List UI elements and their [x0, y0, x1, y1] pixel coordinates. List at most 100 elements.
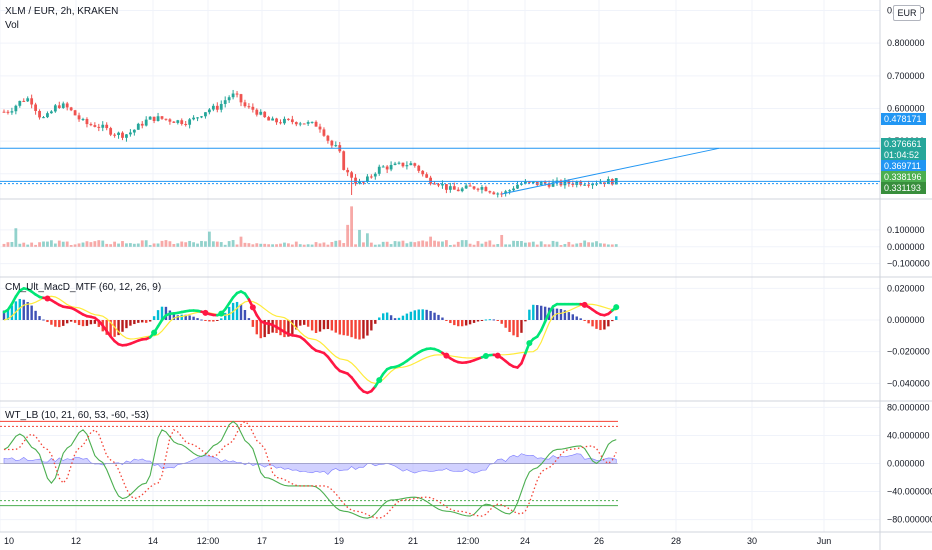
macd-histogram-bar-37	[148, 320, 152, 322]
macd-histogram-bar-42	[168, 310, 172, 320]
candle-body-96	[381, 166, 385, 168]
volume-bar-134	[531, 241, 535, 247]
candle-body-73	[290, 119, 294, 123]
time-axis-tick-6: 21	[408, 536, 418, 546]
candle-body-30	[121, 132, 124, 138]
volume-bar-100	[397, 241, 401, 247]
macd-histogram-bar-139	[551, 308, 555, 320]
macd-histogram-bar-52	[208, 320, 211, 322]
candle-body-69	[275, 118, 278, 123]
macd-histogram-bar-75	[299, 320, 302, 326]
candle-body-124	[492, 192, 496, 195]
macd-histogram-bar-44	[176, 315, 179, 320]
macd-histogram-bar-77	[306, 320, 310, 327]
macd-histogram-bar-149	[591, 320, 594, 327]
macd-histogram-bar-153	[607, 320, 610, 327]
macd-histogram-bar-141	[559, 309, 563, 320]
volume-bar-145	[575, 243, 579, 247]
volume-bar-90	[358, 229, 361, 247]
candle-body-29	[117, 132, 120, 136]
macd-histogram-bar-127	[504, 320, 507, 328]
volume-bar-65	[259, 243, 263, 247]
macd-histogram-bar-18	[73, 320, 77, 323]
indicator-price-tag-1: 0.338196	[881, 171, 926, 183]
volume-bar-55	[219, 242, 223, 247]
macd-histogram-bar-143	[567, 312, 571, 320]
wt-axis-tick-0: 80.000000	[887, 402, 930, 412]
volume-bar-23	[93, 241, 97, 247]
macd-histogram-bar-4	[18, 298, 21, 320]
time-axis-tick-9: 26	[594, 536, 604, 546]
macd-histogram-bar-107	[425, 309, 428, 320]
macd-histogram-bar-111	[441, 317, 444, 320]
candle-body-82	[326, 135, 330, 141]
candle-body-111	[441, 184, 444, 186]
macd-histogram-bar-17	[69, 320, 73, 322]
volume-bar-57	[227, 241, 231, 247]
candle-body-94	[373, 173, 377, 177]
candle-body-89	[354, 177, 357, 184]
macd-histogram-bar-146	[579, 318, 582, 320]
candle-body-149	[591, 183, 594, 186]
volume-bar-108	[429, 236, 432, 247]
volume-bar-149	[591, 242, 594, 247]
volume-bar-142	[563, 244, 567, 247]
candle-body-110	[437, 184, 440, 186]
volume-bar-131	[520, 241, 523, 247]
volume-bar-78	[310, 244, 314, 247]
macd-histogram-bar-119	[472, 320, 476, 323]
macd-histogram-bar-155	[615, 316, 618, 320]
volume-bar-151	[599, 243, 602, 247]
currency-selector[interactable]: EUR	[893, 5, 921, 21]
candle-body-33	[132, 129, 136, 133]
candle-body-34	[136, 123, 140, 130]
macd-histogram-bar-63	[251, 320, 255, 327]
volume-bar-7	[30, 242, 34, 247]
candle-body-103	[409, 163, 413, 166]
volume-bar-82	[326, 244, 330, 247]
candle-body-67	[267, 117, 271, 121]
candle-body-95	[377, 166, 381, 174]
macd-cross-dot-155	[613, 304, 620, 311]
macd-histogram-bar-16	[66, 320, 69, 324]
candle-body-120	[476, 188, 480, 190]
macd-histogram-bar-38	[152, 316, 156, 320]
macd-histogram-bar-21	[85, 320, 89, 326]
macd-histogram-bar-122	[484, 319, 488, 321]
candle-body-104	[413, 163, 417, 166]
volume-bar-31	[125, 243, 128, 247]
resistance-price-tag: 0.478171	[881, 113, 926, 125]
volume-bar-59	[235, 244, 239, 247]
macd-histogram-bar-31	[125, 320, 128, 329]
time-axis-tick-7: 12:00	[457, 536, 480, 546]
volume-axis-tick-0: 0.100000	[887, 225, 925, 235]
volume-bar-152	[603, 243, 606, 247]
candle-body-27	[109, 128, 113, 135]
macd-histogram-bar-34	[137, 320, 140, 323]
macd-histogram-bar-100	[397, 317, 401, 320]
candle-body-130	[516, 184, 519, 189]
volume-bar-96	[381, 241, 385, 247]
candle-body-75	[298, 123, 302, 125]
volume-bar-16	[65, 241, 69, 247]
macd-histogram-bar-134	[532, 304, 535, 320]
candle-body-106	[421, 170, 425, 175]
candle-body-50	[200, 116, 203, 118]
candle-body-118	[468, 185, 472, 187]
candle-body-152	[603, 182, 606, 184]
macd-histogram-bar-120	[476, 320, 480, 322]
macd-histogram-bar-131	[520, 320, 523, 333]
volume-bar-154	[610, 244, 614, 247]
macd-line-segment-64	[251, 306, 259, 317]
macd-indicator-label[interactable]: CM_Ult_MacD_MTF (60, 12, 26, 9)	[5, 282, 162, 293]
volume-bar-74	[294, 241, 298, 247]
wavetrend-indicator-label[interactable]: WT_LB (10, 21, 60, 53, -60, -53)	[5, 410, 149, 421]
macd-histogram-bar-90	[358, 320, 361, 340]
volume-bar-94	[373, 244, 377, 247]
macd-line-segment-3	[10, 295, 18, 306]
wt-axis-tick-4: −80.000000	[887, 515, 932, 525]
candle-body-52	[208, 109, 211, 113]
macd-histogram-bar-113	[449, 320, 452, 324]
volume-bar-138	[547, 244, 551, 247]
